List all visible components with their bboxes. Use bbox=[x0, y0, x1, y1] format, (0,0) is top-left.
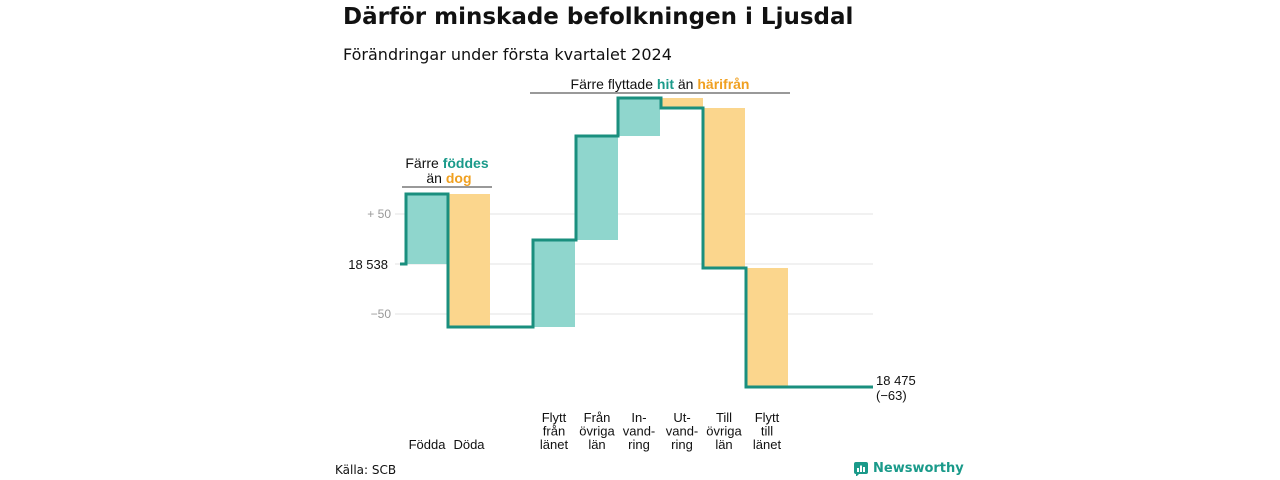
waterfall-bar bbox=[661, 98, 703, 108]
waterfall-bar bbox=[703, 108, 745, 268]
brand: Newsworthy bbox=[854, 461, 964, 476]
category-label: Flytt till länet bbox=[753, 410, 782, 452]
chart-title: Därför minskade befolkningen i Ljusdal bbox=[343, 4, 854, 30]
category-label: Till övriga län bbox=[706, 410, 742, 452]
category-label: In-vand-ring bbox=[623, 410, 656, 452]
waterfall-bar bbox=[746, 268, 788, 387]
waterfall-bar bbox=[533, 240, 575, 327]
annotation-migration: Färre flyttade hit än härifrån bbox=[571, 76, 750, 92]
waterfall-bar bbox=[448, 194, 490, 327]
waterfall-bar bbox=[576, 136, 618, 240]
chart-subtitle: Förändringar under första kvartalet 2024 bbox=[343, 45, 672, 64]
category-label: Från övriga län bbox=[579, 410, 615, 452]
end-change-label: (−63) bbox=[876, 388, 907, 403]
category-label: Flytt från länet bbox=[540, 410, 569, 452]
category-label: Födda bbox=[409, 437, 447, 452]
running-total-line bbox=[400, 96, 873, 389]
y-tick-label: + 50 bbox=[367, 207, 391, 221]
source-note: Källa: SCB bbox=[335, 463, 397, 477]
waterfall-bar bbox=[618, 98, 660, 136]
category-label: Döda bbox=[453, 437, 485, 452]
newsworthy-logo-icon bbox=[854, 461, 868, 476]
waterfall-bar bbox=[406, 194, 448, 264]
start-value-label: 18 538 bbox=[348, 257, 388, 272]
end-value-label: 18 475 bbox=[876, 373, 916, 388]
category-label: Ut-vand-ring bbox=[666, 410, 699, 452]
annotation-births-deaths: Färre föddes än dog bbox=[405, 155, 488, 186]
y-tick-label: −50 bbox=[371, 307, 392, 321]
brand-name: Newsworthy bbox=[873, 461, 964, 476]
